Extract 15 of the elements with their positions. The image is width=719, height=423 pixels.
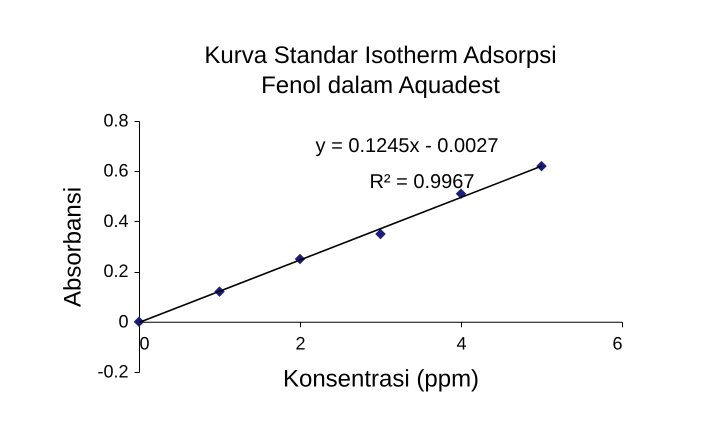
y-tick-label: 0.8 bbox=[103, 110, 128, 130]
x-axis-title: Konsentrasi (ppm) bbox=[282, 365, 480, 392]
y-tick-label: 0.2 bbox=[103, 261, 128, 282]
y-axis-title: Absorbansi bbox=[59, 186, 86, 308]
annotation: y = 0.1245x - 0.0027 bbox=[316, 135, 498, 157]
annotation: R² = 0.9967 bbox=[369, 171, 475, 193]
x-tick-label: 2 bbox=[295, 333, 306, 354]
y-tick-label: 0.4 bbox=[103, 210, 128, 231]
y-tick-label: -0.2 bbox=[97, 362, 128, 382]
y-tick-label: 0.6 bbox=[103, 160, 128, 181]
y-tick-label: 0 bbox=[118, 311, 128, 332]
x-tick-label: 0 bbox=[140, 333, 150, 354]
x-tick-label: 4 bbox=[456, 333, 467, 354]
x-tick-label: 6 bbox=[612, 333, 622, 354]
chart-title: Kurva Standar Isotherm Adsorpsi Fenol dalam Aquadest bbox=[204, 42, 557, 99]
